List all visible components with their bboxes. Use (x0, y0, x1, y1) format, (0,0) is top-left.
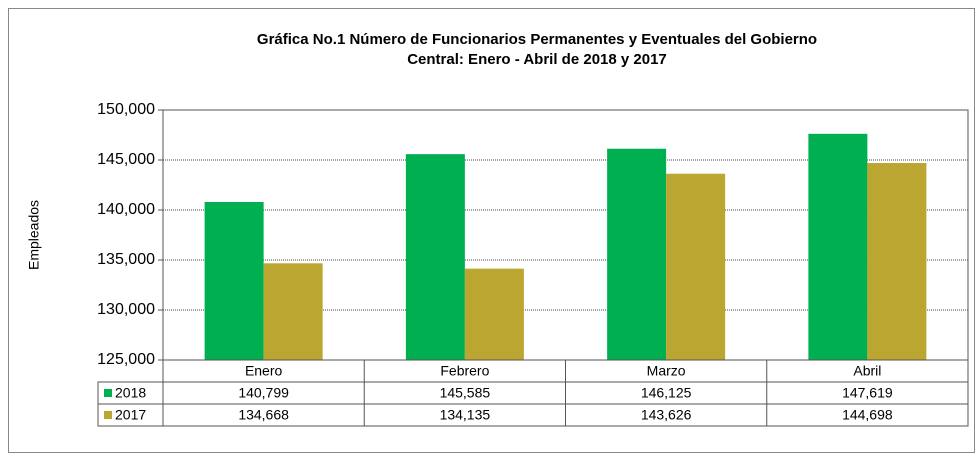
table-value: 146,125 (641, 385, 692, 401)
table-value: 144,698 (842, 407, 893, 423)
table-value: 143,626 (641, 407, 692, 423)
bar (263, 263, 323, 360)
y-tick-label: 150,000 (97, 101, 155, 118)
bar (204, 202, 264, 360)
y-axis-label: Empleados (26, 200, 42, 270)
x-tick-label: Abril (853, 363, 881, 379)
bar (867, 163, 927, 360)
bar (808, 133, 868, 360)
legend-key (104, 411, 112, 419)
y-tick-label: 125,000 (97, 351, 155, 368)
table-value: 140,799 (238, 385, 289, 401)
y-tick-label: 145,000 (97, 151, 155, 168)
chart-title: Central: Enero - Abril de 2018 y 2017 (407, 51, 667, 68)
x-tick-label: Enero (245, 363, 283, 379)
bar (405, 154, 465, 360)
y-tick-label: 140,000 (97, 201, 155, 218)
table-value: 134,135 (440, 407, 491, 423)
x-tick-label: Febrero (440, 363, 489, 379)
table-value: 147,619 (842, 385, 893, 401)
chart-title: Gráfica No.1 Número de Funcionarios Perm… (257, 31, 817, 48)
x-tick-label: Marzo (647, 363, 686, 379)
y-tick-label: 135,000 (97, 251, 155, 268)
y-tick-label: 130,000 (97, 301, 155, 318)
bar (607, 148, 667, 360)
bar (464, 268, 524, 360)
bar (666, 173, 726, 360)
table-value: 134,668 (238, 407, 289, 423)
legend-label: 2017 (115, 407, 146, 423)
legend-key (104, 389, 112, 397)
chart-border (8, 8, 975, 453)
legend-label: 2018 (115, 385, 146, 401)
table-value: 145,585 (440, 385, 491, 401)
